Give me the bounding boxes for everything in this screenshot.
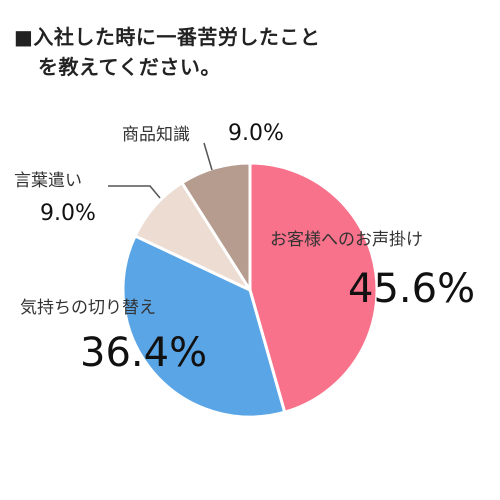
value-label-kotoba: 9.0% (40, 201, 96, 226)
slice-label-kotoba: 言葉遣い (14, 171, 82, 191)
slice-shohin (180, 161, 252, 292)
leader-line-kotoba (108, 185, 161, 199)
pie-slices (121, 161, 379, 419)
chart-title: ■入社した時に一番苦労したこと を教えてください。 (14, 22, 320, 82)
slice-label-kimochi: 気持ちの切り替え (20, 298, 156, 318)
leader-line-shohin (203, 142, 213, 171)
value-label-okyakusama: 45.6% (348, 266, 475, 312)
title-line-1: ■入社した時に一番苦労したこと (14, 25, 321, 49)
slice-label-okyakusama: お客様へのお声掛け (270, 230, 423, 250)
slice-okyakusama (248, 161, 379, 414)
title-line-2: を教えてください。 (38, 55, 221, 79)
leader-lines (108, 142, 213, 199)
slice-kimochi (121, 234, 287, 419)
value-label-shohin: 9.0% (228, 121, 284, 146)
slice-label-shohin: 商品知識 (122, 125, 190, 145)
value-label-kimochi: 36.4% (80, 330, 207, 376)
